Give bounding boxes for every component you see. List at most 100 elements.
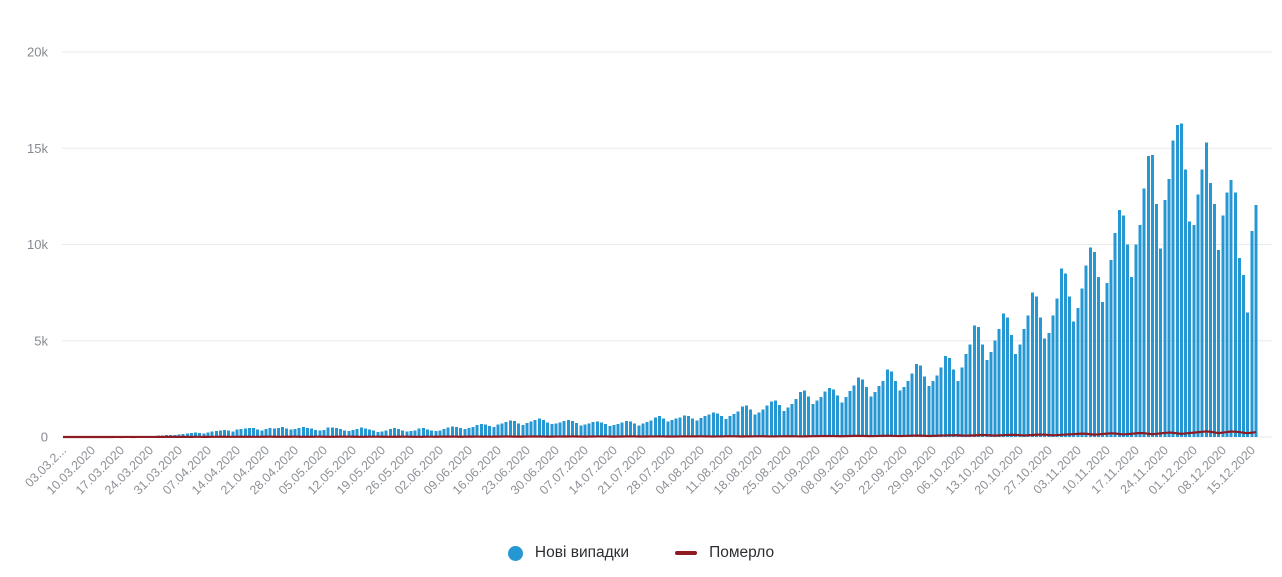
bar-new-cases[interactable] [1005, 317, 1009, 437]
bar-new-cases[interactable] [326, 427, 330, 437]
bar-new-cases[interactable] [740, 406, 744, 437]
bar-new-cases[interactable] [359, 427, 363, 437]
bar-new-cases[interactable] [1109, 259, 1113, 437]
bar-new-cases[interactable] [649, 420, 653, 437]
bar-new-cases[interactable] [214, 431, 218, 437]
bar-new-cases[interactable] [682, 415, 686, 437]
bar-new-cases[interactable] [815, 400, 819, 437]
bar-new-cases[interactable] [355, 428, 359, 437]
bar-new-cases[interactable] [1105, 282, 1109, 437]
bar-new-cases[interactable] [1175, 124, 1179, 438]
bar-new-cases[interactable] [430, 430, 434, 437]
bar-new-cases[interactable] [1014, 354, 1018, 437]
bar-new-cases[interactable] [496, 424, 500, 437]
bar-new-cases[interactable] [819, 396, 823, 437]
bar-new-cases[interactable] [252, 428, 256, 437]
bar-new-cases[interactable] [960, 367, 964, 437]
bar-new-cases[interactable] [1051, 315, 1055, 437]
bar-new-cases[interactable] [972, 325, 976, 437]
bar-new-cases[interactable] [297, 428, 301, 437]
bar-new-cases[interactable] [285, 428, 289, 437]
bar-new-cases[interactable] [732, 413, 736, 437]
bar-new-cases[interactable] [695, 420, 699, 437]
bar-new-cases[interactable] [968, 344, 972, 438]
bar-new-cases[interactable] [910, 373, 914, 437]
bar-new-cases[interactable] [1101, 302, 1105, 437]
bar-new-cases[interactable] [293, 429, 297, 437]
bar-new-cases[interactable] [836, 395, 840, 437]
bar-new-cases[interactable] [583, 424, 587, 437]
bar-new-cases[interactable] [1117, 209, 1121, 437]
bar-new-cases[interactable] [744, 405, 748, 437]
bar-new-cases[interactable] [1097, 277, 1101, 437]
bar-new-cases[interactable] [1221, 215, 1225, 437]
bar-new-cases[interactable] [1155, 203, 1159, 437]
bar-new-cases[interactable] [604, 423, 608, 437]
bar-new-cases[interactable] [181, 434, 185, 437]
bar-new-cases[interactable] [339, 429, 343, 437]
bar-new-cases[interactable] [227, 430, 231, 437]
bar-new-cases[interactable] [658, 416, 661, 437]
bar-new-cases[interactable] [529, 421, 533, 438]
bar-new-cases[interactable] [877, 385, 881, 437]
bar-new-cases[interactable] [550, 424, 554, 437]
bar-new-cases[interactable] [923, 376, 927, 437]
bar-new-cases[interactable] [1163, 200, 1167, 437]
bar-new-cases[interactable] [860, 379, 864, 437]
bar-new-cases[interactable] [1250, 230, 1254, 437]
bar-new-cases[interactable] [542, 420, 546, 437]
bar-new-cases[interactable] [865, 386, 869, 437]
bar-new-cases[interactable] [653, 417, 657, 437]
bar-new-cases[interactable] [546, 422, 550, 437]
bar-new-cases[interactable] [831, 389, 835, 437]
bar-new-cases[interactable] [467, 428, 471, 437]
bar-new-cases[interactable] [678, 417, 682, 437]
bar-new-cases[interactable] [976, 327, 980, 437]
bar-new-cases[interactable] [778, 405, 782, 437]
bar-new-cases[interactable] [330, 427, 334, 437]
bar-new-cases[interactable] [616, 423, 620, 437]
bar-new-cases[interactable] [463, 428, 467, 437]
bar-new-cases[interactable] [525, 422, 529, 437]
bar-new-cases[interactable] [935, 375, 939, 437]
bar-new-cases[interactable] [1246, 312, 1250, 437]
bar-new-cases[interactable] [492, 426, 496, 437]
bar-new-cases[interactable] [1080, 288, 1084, 437]
bar-new-cases[interactable] [1039, 317, 1043, 437]
bar-new-cases[interactable] [426, 429, 430, 437]
bar-new-cases[interactable] [537, 418, 541, 437]
bar-new-cases[interactable] [1026, 315, 1030, 437]
bar-new-cases[interactable] [442, 429, 446, 437]
bar-new-cases[interactable] [1171, 140, 1175, 438]
bar-new-cases[interactable] [210, 431, 214, 437]
bar-new-cases[interactable] [786, 407, 790, 437]
bar-new-cases[interactable] [289, 429, 293, 437]
bar-new-cases[interactable] [707, 414, 711, 437]
bar-new-cases[interactable] [587, 423, 591, 437]
bar-new-cases[interactable] [1092, 252, 1096, 437]
bar-new-cases[interactable] [455, 426, 459, 437]
bar-new-cases[interactable] [1242, 275, 1246, 437]
bar-new-cases[interactable] [533, 419, 537, 437]
bar-new-cases[interactable] [1076, 307, 1080, 437]
bar-new-cases[interactable] [446, 427, 450, 437]
bar-new-cases[interactable] [1229, 180, 1233, 437]
bar-new-cases[interactable] [633, 423, 637, 437]
bar-new-cases[interactable] [1010, 334, 1014, 437]
bar-new-cases[interactable] [334, 427, 338, 437]
bar-new-cases[interactable] [194, 432, 198, 437]
bar-new-cases[interactable] [1233, 192, 1237, 437]
bar-new-cases[interactable] [318, 430, 322, 437]
bar-new-cases[interactable] [231, 431, 235, 437]
bar-new-cases[interactable] [666, 421, 670, 437]
bar-new-cases[interactable] [409, 431, 413, 437]
bar-new-cases[interactable] [1200, 169, 1204, 437]
bar-new-cases[interactable] [1196, 194, 1200, 437]
bar-new-cases[interactable] [753, 414, 757, 437]
bar-new-cases[interactable] [413, 430, 417, 437]
bar-new-cases[interactable] [1084, 265, 1088, 437]
bar-new-cases[interactable] [711, 412, 715, 437]
bar-new-cases[interactable] [268, 428, 272, 437]
bar-new-cases[interactable] [728, 415, 732, 437]
bar-new-cases[interactable] [670, 419, 674, 437]
